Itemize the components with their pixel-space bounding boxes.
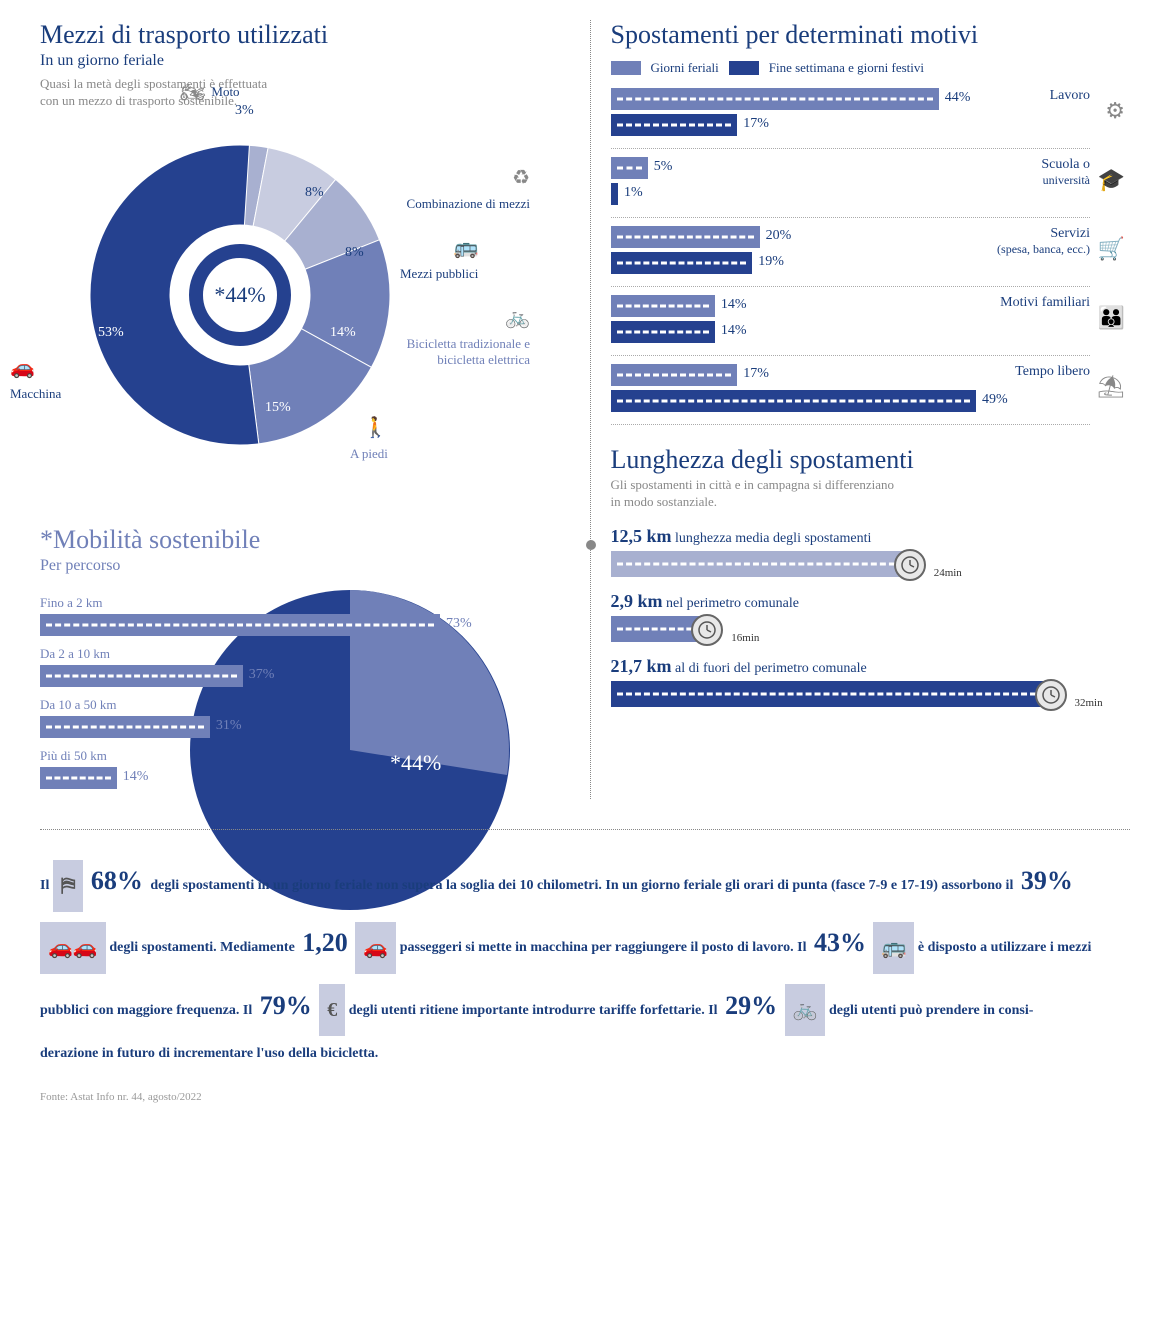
- length-item: 12,5 km lunghezza media degli spostament…: [611, 526, 1071, 577]
- length-item: 21,7 km al di fuori del perimetro comuna…: [611, 656, 1071, 707]
- combo-icon: ♻: [512, 165, 530, 190]
- cars-icon: 🚗🚗: [40, 922, 106, 974]
- length-desc: Gli spostamenti in città e in campagna s…: [611, 477, 1131, 511]
- reasons-title: Spostamenti per determinati motivi: [611, 20, 1131, 50]
- reason-group: 5%1%Scuola ouniversità🎓: [611, 157, 1091, 218]
- reason-group: 20%19%Servizi(spesa, banca, ecc.)🛒: [611, 226, 1091, 287]
- mobility-bar: Da 10 a 50 km31%: [40, 697, 560, 738]
- signpost-icon: ⛿: [53, 860, 84, 912]
- clock-icon: [1035, 679, 1067, 711]
- reason-group: 14%14%Motivi familiari👪: [611, 295, 1091, 356]
- reason-icon: 🛒: [1098, 236, 1125, 262]
- transport-title: Mezzi di trasporto utilizzati: [40, 20, 560, 50]
- bottom-text: Il ⛿ 68% degli spostamenti in un giorno …: [40, 829, 1130, 1071]
- reasons-bars: 44%17%Lavoro⚙ 5%1%Scuola ouniversità🎓 20%1…: [611, 88, 1131, 425]
- moto-icon: 🏍: [180, 80, 205, 105]
- reason-group: 44%17%Lavoro⚙: [611, 88, 1091, 149]
- mobility-bar: Fino a 2 km73%: [40, 595, 560, 636]
- car-person-icon: 🚗: [355, 922, 396, 974]
- bus-icon: 🚌: [453, 235, 478, 260]
- reason-icon: ⚙: [1105, 98, 1125, 124]
- legend-swatch-feriali: [611, 61, 641, 75]
- euro-icon: €: [319, 984, 345, 1036]
- mobility-title: *Mobilità sostenibile: [40, 525, 560, 555]
- length-bars: 12,5 km lunghezza media degli spostament…: [611, 526, 1131, 707]
- length-title: Lunghezza degli spostamenti: [611, 445, 1131, 475]
- bike-stat-icon: 🚲: [785, 984, 826, 1036]
- transport-subtitle: In un giorno feriale: [40, 52, 560, 70]
- reason-group: 17%49%Tempo libero⛱: [611, 364, 1091, 425]
- length-item: 2,9 km nel perimetro comunale16min: [611, 591, 1071, 642]
- bus-stat-icon: 🚌: [873, 922, 914, 974]
- car-icon: 🚗: [10, 355, 35, 380]
- donut-chart: *44% 53% 3% 8% 8% 14% 15% 🚗 Macchina 🏍 M…: [70, 125, 410, 465]
- clock-icon: [894, 549, 926, 581]
- clock-icon: [691, 614, 723, 646]
- reason-icon: ⛱: [1097, 374, 1125, 400]
- reason-icon: 🎓: [1098, 167, 1125, 193]
- transport-desc: Quasi la metà degli spostamenti è effett…: [40, 76, 560, 110]
- legend-swatch-festivi: [729, 61, 759, 75]
- mobility-bar: Da 2 a 10 km37%: [40, 646, 560, 687]
- reason-icon: 👪: [1098, 305, 1125, 331]
- mobility-subtitle: Per percorso: [40, 557, 560, 575]
- donut-center: *44%: [214, 282, 265, 308]
- mobility-bars: Fino a 2 km73% Da 2 a 10 km37% Da 10 a 50 …: [40, 595, 560, 789]
- walk-icon: 🚶: [363, 415, 388, 440]
- source-text: Fonte: Astat Info nr. 44, agosto/2022: [40, 1091, 1130, 1103]
- bike-icon: 🚲: [505, 305, 530, 330]
- legend: Giorni feriali Fine settimana e giorni f…: [611, 60, 1131, 76]
- mobility-bar: Più di 50 km14%: [40, 748, 560, 789]
